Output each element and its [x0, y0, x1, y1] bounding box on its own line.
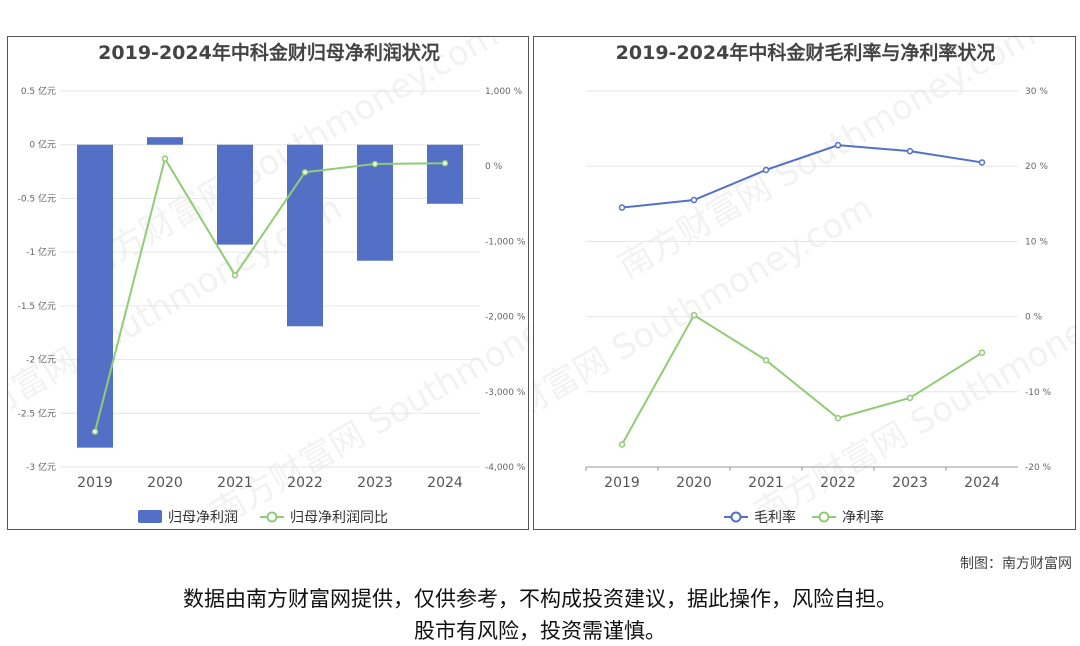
point-0-2022 [834, 141, 842, 149]
y-left-tick-label: -2 亿元 [26, 354, 56, 366]
legend-swatch-marker [818, 511, 830, 523]
legend-swatch-marker [730, 511, 742, 523]
y-right-tick-label: 0 % [485, 162, 503, 172]
y-right-tick-label: 30 % [1025, 87, 1048, 97]
point-1-2020 [690, 311, 698, 319]
chart-panel-margins: 南方财富网 Southmoney.com 南方财富网 Southmoney.com… [533, 36, 1077, 531]
x-tick-label: 2021 [748, 475, 784, 491]
point-1-2019 [618, 441, 626, 448]
point-yoy-2019 [91, 428, 99, 435]
y-right-tick-label: -3,000 % [485, 388, 526, 398]
y-right-tick-label: -10 % [1025, 388, 1052, 398]
disclaimer-line-2: 股市有风险，投资需谨慎。 [414, 619, 666, 643]
y-left-tick-label: -1.5 亿元 [18, 300, 56, 312]
point-yoy-2020 [161, 155, 169, 162]
point-0-2021 [762, 166, 770, 174]
point-1-2023 [906, 394, 914, 402]
bar-2020 [147, 137, 183, 145]
y-left-tick-label: -3 亿元 [26, 461, 56, 473]
legend-label: 净利率 [842, 509, 884, 526]
point-1-2024 [978, 349, 986, 356]
x-tick-label: 2021 [217, 475, 253, 491]
point-0-2020 [690, 196, 698, 204]
chart-title: 2019-2024年中科金财毛利率与净利率状况 [616, 41, 996, 64]
legend-label: 毛利率 [754, 509, 796, 526]
legend-swatch-marker [266, 511, 278, 523]
x-tick-label: 2020 [676, 475, 712, 491]
chart-title: 2019-2024年中科金财归母净利润状况 [98, 41, 440, 64]
chart-panel-net-profit: 南方财富网 Southmoney.com 南方财富网 Southmoney.com… [7, 36, 530, 531]
x-tick-label: 2024 [427, 475, 463, 491]
series-line-1 [621, 313, 983, 445]
x-tick-label: 2019 [77, 475, 113, 491]
series-line-0 [621, 144, 983, 209]
y-right-tick-label: -1,000 % [485, 237, 526, 247]
y-right-tick-label: -20 % [1025, 463, 1052, 473]
x-tick-label: 2023 [357, 475, 393, 491]
bar-2024 [427, 144, 463, 204]
point-0-2023 [906, 147, 914, 155]
point-yoy-2024 [441, 159, 449, 167]
y-left-tick-label: 0 亿元 [29, 139, 56, 151]
point-0-2019 [618, 204, 626, 211]
legend-swatch-bar [138, 510, 162, 523]
series-line-yoy [94, 156, 446, 432]
y-right-tick-label: -4,000 % [485, 463, 526, 473]
y-left-tick-label: -0.5 亿元 [18, 192, 56, 204]
legend-label: 归母净利润同比 [290, 509, 388, 526]
bar-2019 [77, 144, 113, 448]
y-right-tick-label: 20 % [1025, 162, 1048, 172]
disclaimer-line-1: 数据由南方财富网提供，仅供参考，不构成投资建议，据此操作，风险自担。 [183, 587, 897, 611]
point-yoy-2022 [301, 168, 309, 176]
y-right-tick-label: 10 % [1025, 237, 1048, 247]
x-tick-label: 2019 [604, 475, 640, 491]
point-0-2024 [978, 159, 986, 166]
y-left-tick-label: -1 亿元 [26, 246, 56, 258]
x-tick-label: 2020 [147, 475, 183, 491]
y-left-tick-label: 0.5 亿元 [21, 85, 56, 97]
point-yoy-2021 [231, 271, 239, 279]
y-right-tick-label: 1,000 % [485, 87, 523, 97]
legend-label: 归母净利润 [168, 509, 238, 526]
x-tick-label: 2024 [964, 475, 1000, 491]
x-tick-label: 2022 [820, 475, 856, 491]
chart-credit: 制图：南方财富网 [960, 556, 1072, 572]
x-tick-label: 2023 [892, 475, 928, 491]
bar-2021 [217, 144, 253, 245]
point-1-2022 [834, 414, 842, 422]
point-yoy-2023 [371, 160, 379, 168]
point-1-2021 [762, 356, 770, 364]
y-left-tick-label: -2.5 亿元 [18, 407, 56, 419]
y-right-tick-label: -2,000 % [485, 313, 526, 323]
y-right-tick-label: 0 % [1025, 313, 1043, 323]
x-tick-label: 2022 [287, 475, 323, 491]
